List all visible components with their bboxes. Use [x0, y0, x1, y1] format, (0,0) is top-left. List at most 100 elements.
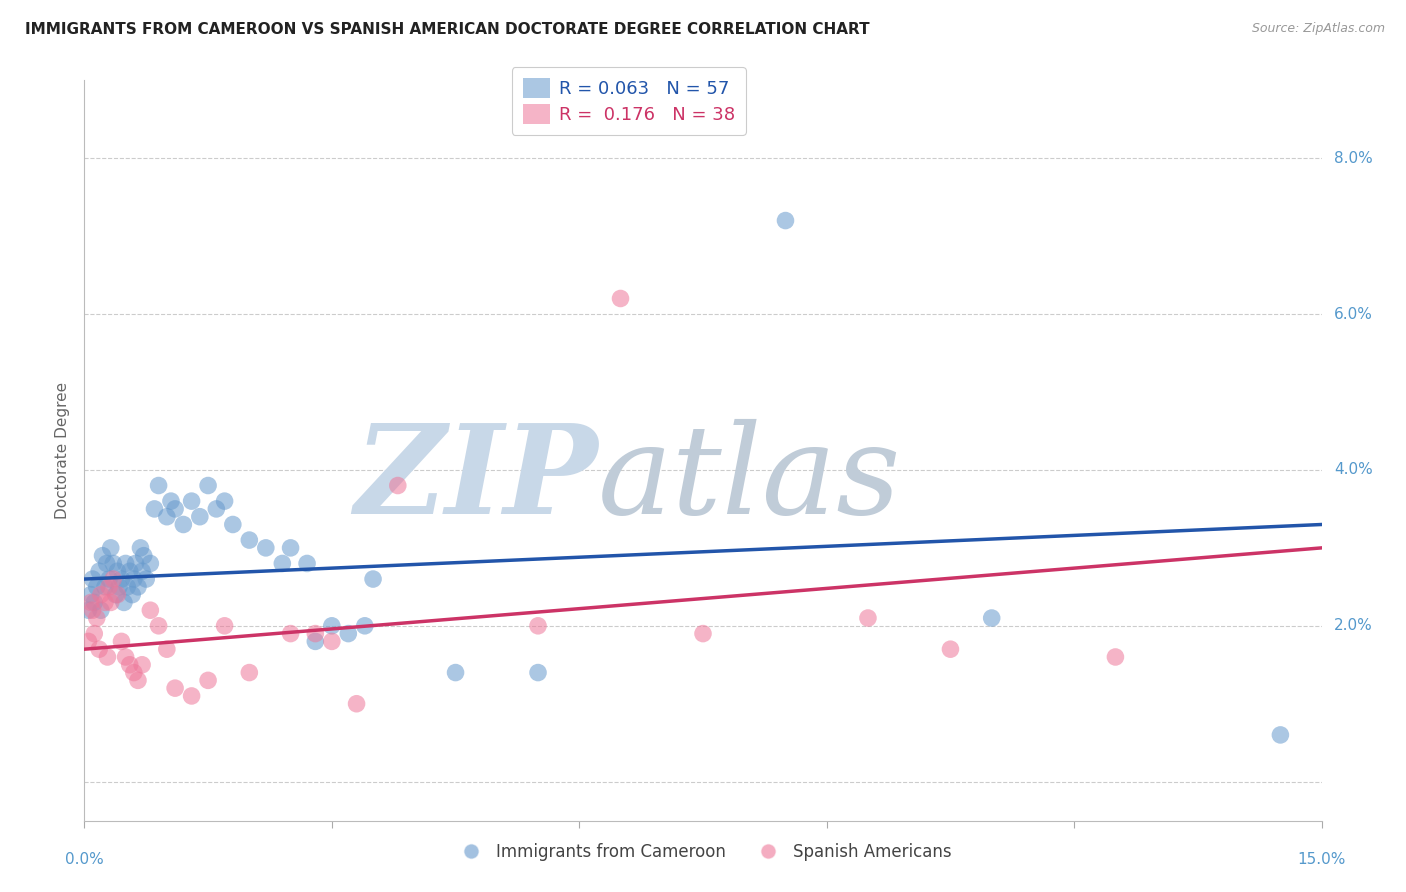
Point	[117, 580, 139, 594]
Point	[205, 502, 228, 516]
Point	[110, 572, 132, 586]
Point	[127, 580, 149, 594]
Point	[122, 572, 145, 586]
Point	[135, 572, 157, 586]
Point	[80, 588, 103, 602]
Point	[118, 657, 141, 672]
Text: atlas: atlas	[598, 419, 901, 541]
Point	[96, 650, 118, 665]
Point	[692, 626, 714, 640]
Point	[89, 642, 111, 657]
Point	[139, 603, 162, 617]
Point	[939, 642, 962, 657]
Point	[214, 619, 236, 633]
Point	[82, 572, 104, 586]
Point	[122, 665, 145, 680]
Point	[98, 572, 121, 586]
Point	[131, 657, 153, 672]
Point	[304, 626, 326, 640]
Point	[90, 603, 112, 617]
Point	[114, 650, 136, 665]
Point	[238, 533, 260, 547]
Point	[527, 619, 550, 633]
Point	[124, 557, 146, 571]
Point	[197, 478, 219, 492]
Point	[121, 588, 143, 602]
Point	[94, 595, 117, 609]
Point	[304, 634, 326, 648]
Point	[127, 673, 149, 688]
Point	[98, 580, 121, 594]
Point	[280, 626, 302, 640]
Point	[254, 541, 277, 555]
Point	[775, 213, 797, 227]
Point	[197, 673, 219, 688]
Point	[188, 509, 211, 524]
Point	[103, 572, 125, 586]
Point	[105, 588, 128, 602]
Point	[444, 665, 467, 680]
Point	[337, 626, 360, 640]
Text: ZIP: ZIP	[354, 419, 598, 541]
Point	[104, 588, 127, 602]
Text: 15.0%: 15.0%	[1298, 852, 1346, 867]
Point	[321, 634, 343, 648]
Point	[129, 541, 152, 555]
Point	[295, 557, 318, 571]
Point	[83, 595, 105, 609]
Point	[214, 494, 236, 508]
Point	[86, 611, 108, 625]
Point	[271, 557, 294, 571]
Point	[222, 517, 245, 532]
Text: 4.0%: 4.0%	[1334, 462, 1372, 477]
Point	[856, 611, 879, 625]
Point	[527, 665, 550, 680]
Legend: Immigrants from Cameroon, Spanish Americans: Immigrants from Cameroon, Spanish Americ…	[449, 837, 957, 868]
Text: 2.0%: 2.0%	[1334, 618, 1372, 633]
Point	[110, 634, 132, 648]
Text: Source: ZipAtlas.com: Source: ZipAtlas.com	[1251, 22, 1385, 36]
Point	[112, 595, 135, 609]
Point	[387, 478, 409, 492]
Point	[238, 665, 260, 680]
Point	[82, 603, 104, 617]
Point	[353, 619, 375, 633]
Point	[89, 564, 111, 578]
Point	[156, 642, 179, 657]
Point	[148, 619, 170, 633]
Point	[361, 572, 384, 586]
Point	[105, 564, 128, 578]
Point	[148, 478, 170, 492]
Point	[165, 681, 187, 695]
Text: 0.0%: 0.0%	[65, 852, 104, 867]
Point	[86, 580, 108, 594]
Point	[346, 697, 368, 711]
Point	[143, 502, 166, 516]
Point	[114, 557, 136, 571]
Point	[100, 541, 122, 555]
Point	[77, 634, 100, 648]
Point	[609, 292, 631, 306]
Point	[160, 494, 183, 508]
Point	[321, 619, 343, 633]
Point	[1270, 728, 1292, 742]
Point	[91, 549, 114, 563]
Point	[83, 626, 105, 640]
Text: 8.0%: 8.0%	[1334, 151, 1372, 166]
Text: IMMIGRANTS FROM CAMEROON VS SPANISH AMERICAN DOCTORATE DEGREE CORRELATION CHART: IMMIGRANTS FROM CAMEROON VS SPANISH AMER…	[25, 22, 870, 37]
Point	[131, 564, 153, 578]
Point	[90, 588, 112, 602]
Point	[180, 689, 202, 703]
Point	[180, 494, 202, 508]
Point	[103, 557, 125, 571]
Point	[280, 541, 302, 555]
Point	[100, 595, 122, 609]
Point	[156, 509, 179, 524]
Y-axis label: Doctorate Degree: Doctorate Degree	[55, 382, 70, 519]
Point	[108, 580, 131, 594]
Point	[94, 580, 117, 594]
Point	[165, 502, 187, 516]
Point	[80, 595, 103, 609]
Point	[118, 564, 141, 578]
Point	[172, 517, 194, 532]
